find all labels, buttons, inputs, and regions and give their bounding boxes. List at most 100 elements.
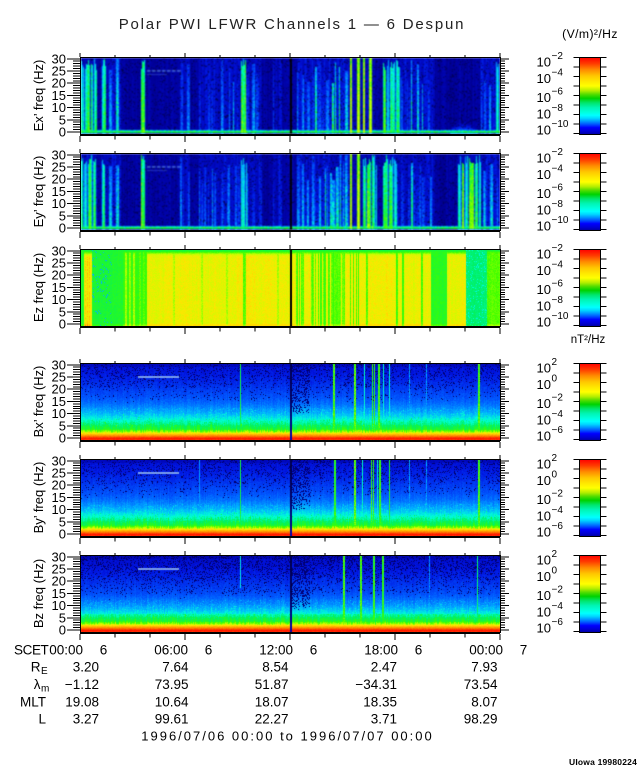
svg-text:−2: −2: [552, 489, 564, 500]
svg-text:−2: −2: [552, 51, 564, 62]
svg-text:10: 10: [537, 167, 551, 182]
svg-text:10: 10: [537, 151, 551, 166]
svg-text:3.27: 3.27: [73, 712, 99, 727]
svg-text:73.95: 73.95: [155, 677, 189, 692]
svg-text:6: 6: [415, 643, 423, 658]
svg-text:10: 10: [537, 71, 551, 86]
svg-text:20: 20: [52, 76, 66, 91]
svg-text:−2: −2: [552, 147, 564, 158]
svg-text:7.64: 7.64: [162, 660, 189, 675]
svg-text:2: 2: [552, 357, 558, 368]
svg-text:18.07: 18.07: [255, 695, 289, 710]
svg-text:UIowa 19980224: UIowa 19980224: [569, 757, 637, 767]
svg-text:−6: −6: [552, 279, 564, 290]
svg-text:−4: −4: [552, 409, 564, 420]
svg-text:−4: −4: [552, 601, 564, 612]
svg-text:nT²/Hz: nT²/Hz: [571, 334, 606, 346]
svg-text:0: 0: [59, 221, 66, 236]
svg-text:R: R: [31, 660, 41, 675]
svg-text:10.64: 10.64: [155, 695, 189, 710]
svg-text:−6: −6: [552, 87, 564, 98]
svg-text:10: 10: [537, 492, 551, 507]
svg-text:10: 10: [52, 100, 66, 115]
svg-text:−2: −2: [552, 243, 564, 254]
svg-text:10: 10: [537, 282, 551, 297]
svg-text:Bz freq (Hz): Bz freq (Hz): [31, 559, 46, 628]
svg-text:−10: −10: [552, 215, 569, 226]
svg-text:25: 25: [52, 466, 66, 481]
svg-text:6: 6: [310, 643, 318, 658]
svg-text:18:00: 18:00: [364, 643, 398, 658]
svg-text:(V/m)²/Hz: (V/m)²/Hz: [562, 27, 618, 41]
svg-text:10: 10: [537, 315, 551, 330]
svg-text:10: 10: [537, 457, 551, 472]
svg-text:10: 10: [52, 406, 66, 421]
svg-text:10: 10: [537, 55, 551, 70]
svg-text:0: 0: [59, 317, 66, 332]
svg-text:10: 10: [537, 186, 551, 201]
svg-text:−4: −4: [552, 260, 564, 271]
svg-text:15: 15: [52, 184, 66, 199]
svg-text:0: 0: [59, 527, 66, 542]
svg-text:5: 5: [59, 304, 66, 319]
svg-text:10: 10: [537, 263, 551, 278]
svg-text:Ex’ freq (Hz): Ex’ freq (Hz): [31, 60, 46, 132]
svg-text:0: 0: [59, 623, 66, 638]
svg-text:20: 20: [52, 574, 66, 589]
svg-text:7.93: 7.93: [471, 660, 497, 675]
svg-text:−4: −4: [552, 68, 564, 79]
svg-text:25: 25: [52, 256, 66, 271]
svg-text:99.61: 99.61: [155, 712, 189, 727]
svg-text:10: 10: [537, 396, 551, 411]
svg-text:30: 30: [52, 51, 66, 66]
svg-text:m: m: [41, 684, 49, 695]
svg-text:−2: −2: [552, 393, 564, 404]
svg-text:−10: −10: [552, 119, 569, 130]
svg-text:5: 5: [59, 514, 66, 529]
svg-text:10: 10: [537, 107, 551, 122]
svg-text:2.47: 2.47: [371, 660, 397, 675]
svg-text:−4: −4: [552, 164, 564, 175]
svg-text:22.27: 22.27: [255, 712, 289, 727]
svg-text:10: 10: [537, 377, 551, 392]
svg-text:10: 10: [537, 429, 551, 444]
svg-text:15: 15: [52, 280, 66, 295]
svg-text:6: 6: [205, 643, 213, 658]
svg-text:51.87: 51.87: [255, 677, 289, 692]
svg-text:0: 0: [59, 431, 66, 446]
svg-text:10: 10: [537, 413, 551, 428]
svg-text:Polar PWI LFWR Channels 1 — 6: Polar PWI LFWR Channels 1 — 6 Despun: [119, 16, 466, 33]
svg-text:30: 30: [52, 357, 66, 372]
svg-text:1996/07/06 00:00 to 1996/07/07: 1996/07/06 00:00 to 1996/07/07 00:00: [141, 729, 433, 744]
svg-text:20: 20: [52, 172, 66, 187]
svg-text:10: 10: [52, 292, 66, 307]
svg-text:−6: −6: [552, 425, 564, 436]
svg-text:5: 5: [59, 418, 66, 433]
svg-text:E: E: [41, 666, 48, 677]
svg-text:15: 15: [52, 88, 66, 103]
svg-text:10: 10: [537, 90, 551, 105]
svg-text:10: 10: [52, 502, 66, 517]
svg-text:8.54: 8.54: [262, 660, 289, 675]
svg-text:6: 6: [100, 643, 108, 658]
svg-text:10: 10: [537, 525, 551, 540]
svg-text:8.07: 8.07: [471, 695, 497, 710]
svg-text:Bx’ freq (Hz): Bx’ freq (Hz): [31, 366, 46, 438]
svg-text:0: 0: [552, 566, 558, 577]
svg-text:0: 0: [552, 470, 558, 481]
svg-text:25: 25: [52, 160, 66, 175]
svg-text:10: 10: [537, 621, 551, 636]
svg-text:15: 15: [52, 586, 66, 601]
svg-text:30: 30: [52, 243, 66, 258]
svg-text:06:00: 06:00: [154, 643, 188, 658]
svg-text:0: 0: [552, 374, 558, 385]
svg-text:−8: −8: [552, 199, 564, 210]
svg-text:−10: −10: [552, 311, 569, 322]
svg-text:10: 10: [537, 569, 551, 584]
svg-text:−8: −8: [552, 103, 564, 114]
svg-text:20: 20: [52, 382, 66, 397]
svg-text:−2: −2: [552, 585, 564, 596]
svg-text:−1.12: −1.12: [65, 677, 99, 692]
svg-text:3.20: 3.20: [73, 660, 99, 675]
svg-text:25: 25: [52, 562, 66, 577]
